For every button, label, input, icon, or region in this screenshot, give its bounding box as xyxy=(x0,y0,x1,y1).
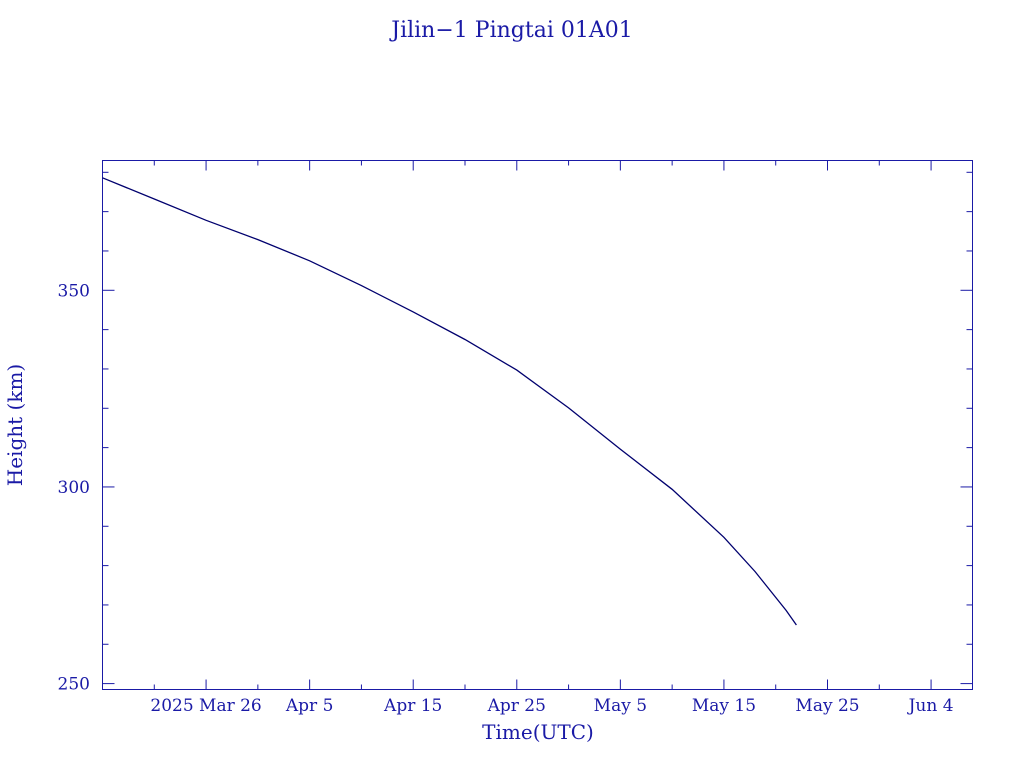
y-axis: 250 300 350 xyxy=(58,171,973,695)
series-line xyxy=(102,177,797,626)
y-tick-label: 300 xyxy=(58,478,90,498)
x-tick-label: 2025 Mar 26 xyxy=(150,696,261,716)
y-axis-label: Height (km) xyxy=(3,364,27,486)
x-axis: 2025 Mar 26 Apr 5 Apr 15 Apr 25 May 5 May 15 M… xyxy=(102,160,954,716)
y-tick-label: 350 xyxy=(58,281,90,301)
x-tick-label: Apr 15 xyxy=(383,696,442,716)
x-tick-label: Apr 5 xyxy=(285,696,334,716)
x-tick-label: May 5 xyxy=(594,696,647,716)
x-tick-label: Apr 25 xyxy=(487,696,546,716)
y-tick-label: 250 xyxy=(58,675,90,695)
x-tick-label: May 15 xyxy=(692,696,756,716)
x-tick-label: May 25 xyxy=(795,696,859,716)
series-layer xyxy=(102,177,797,626)
x-axis-label: Time(UTC) xyxy=(482,720,594,744)
plot-frame xyxy=(102,160,973,690)
x-tick-label: Jun 4 xyxy=(907,696,954,716)
chart-title: Jilin−1 Pingtai 01A01 xyxy=(389,18,632,43)
